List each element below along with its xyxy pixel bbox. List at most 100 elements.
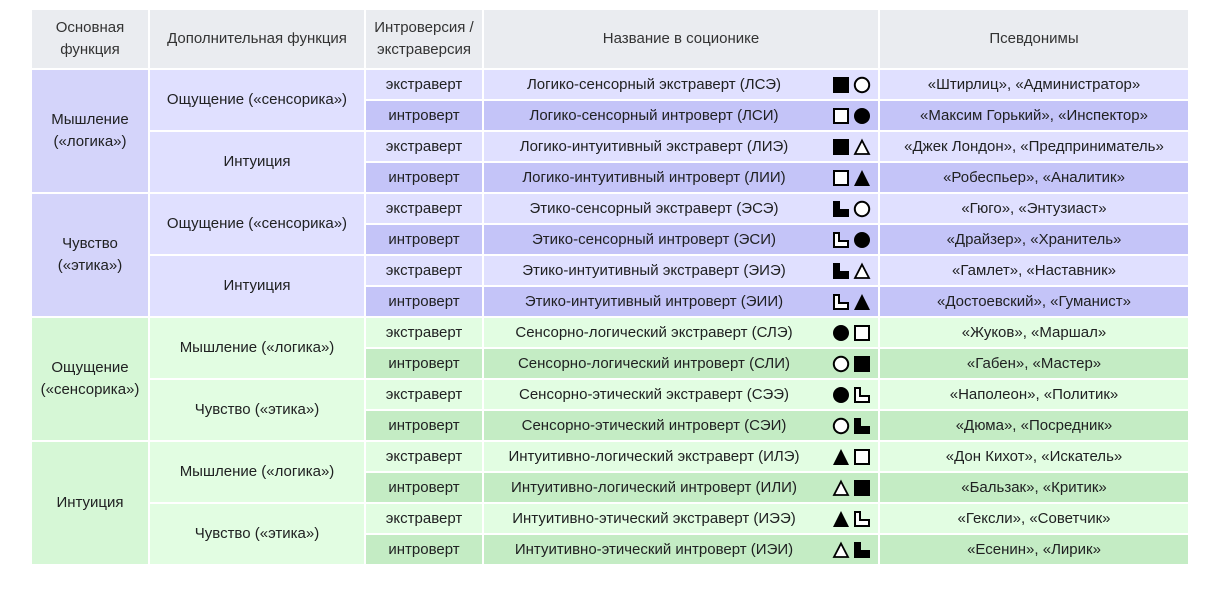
table-row: интроверт Этико-интуитивный интроверт (ЭИ… bbox=[31, 285, 1190, 318]
type-name-cell: Логико-интуитивный интроверт (ЛИИ) bbox=[482, 161, 824, 194]
intuition-black-triangle-icon bbox=[853, 293, 871, 311]
table-row: Интуиция Мышление («логика») экстраверт Инт… bbox=[30, 440, 1190, 566]
orientation-cell: интроверт bbox=[364, 223, 484, 256]
intuition-white-triangle-icon bbox=[832, 479, 850, 497]
type-name-cell: Интуитивно-этический интроверт (ИЭИ) bbox=[482, 533, 824, 566]
type-symbols-cell bbox=[824, 130, 880, 163]
table-header-row: Основная функция Дополнительная функция … bbox=[30, 8, 1190, 70]
type-symbols bbox=[832, 355, 871, 373]
main-function-cell: Интуиция bbox=[30, 440, 150, 566]
aux-function-cell: Мышление («логика») bbox=[148, 316, 366, 380]
header-type-name: Название в соционике bbox=[482, 8, 880, 70]
intuition-white-triangle-icon bbox=[853, 262, 871, 280]
type-symbols-cell bbox=[824, 68, 880, 101]
aux-function-cell: Интуиция bbox=[148, 254, 366, 318]
intuition-white-triangle-icon bbox=[832, 541, 850, 559]
orientation-cell: экстраверт bbox=[364, 440, 484, 473]
aliases-cell: «Робеспьер», «Аналитик» bbox=[878, 161, 1190, 194]
type-symbols bbox=[832, 169, 871, 187]
logic-white-square-icon bbox=[853, 324, 871, 342]
aliases-cell: «Дюма», «Посредник» bbox=[878, 409, 1190, 442]
type-symbols-cell bbox=[824, 192, 880, 225]
aux-function-cell: Интуиция bbox=[148, 130, 366, 194]
orientation-cell: экстраверт bbox=[364, 378, 484, 411]
table-row: Мышление («логика») Ощущение («сенсорика»… bbox=[30, 68, 1190, 194]
type-symbols bbox=[832, 386, 871, 404]
ethics-white-l-icon bbox=[832, 293, 850, 311]
table-row: Интуиция экстраверт Этико-интуитивный экст… bbox=[31, 254, 1190, 318]
table-row: Ощущение («сенсорика») Мышление («логика»… bbox=[30, 316, 1190, 442]
aliases-cell: «Джек Лондон», «Предприниматель» bbox=[878, 130, 1190, 163]
table-row: Чувство («этика») Ощущение («сенсорика») э… bbox=[30, 192, 1190, 318]
aliases-cell: «Габен», «Мастер» bbox=[878, 347, 1190, 380]
header-introversion: Интроверсия / экстраверсия bbox=[364, 8, 484, 70]
header-main-function: Основная функция bbox=[30, 8, 150, 70]
aliases-cell: «Дон Кихот», «Искатель» bbox=[878, 440, 1190, 473]
table-row: интроверт Этико-сенсорный интроверт (ЭСИ)… bbox=[31, 223, 1190, 256]
aliases-cell: «Есенин», «Лирик» bbox=[878, 533, 1190, 566]
type-name-cell: Логико-интуитивный экстраверт (ЛИЭ) bbox=[482, 130, 824, 163]
type-name-cell: Интуитивно-логический интроверт (ИЛИ) bbox=[482, 471, 824, 504]
logic-white-square-icon bbox=[832, 169, 850, 187]
sensory-black-circle-icon bbox=[832, 386, 850, 404]
logic-black-square-icon bbox=[853, 479, 871, 497]
orientation-cell: интроверт bbox=[364, 347, 484, 380]
aliases-cell: «Гексли», «Советчик» bbox=[878, 502, 1190, 535]
orientation-cell: экстраверт bbox=[364, 192, 484, 225]
orientation-cell: интроверт bbox=[364, 99, 484, 132]
table-row: интроверт Логико-сенсорный интроверт (ЛСИ… bbox=[31, 99, 1190, 132]
ethics-black-l-icon bbox=[832, 200, 850, 218]
main-function-cell: Ощущение («сенсорика») bbox=[30, 316, 150, 442]
type-symbols-cell bbox=[824, 285, 880, 318]
ethics-black-l-icon bbox=[832, 262, 850, 280]
type-symbols-cell bbox=[824, 223, 880, 256]
socionics-types-table: Основная функция Дополнительная функция … bbox=[30, 8, 1190, 566]
aliases-cell: «Максим Горький», «Инспектор» bbox=[878, 99, 1190, 132]
type-name-cell: Логико-сенсорный экстраверт (ЛСЭ) bbox=[482, 68, 824, 101]
ethics-white-l-icon bbox=[853, 386, 871, 404]
type-symbols-cell bbox=[824, 378, 880, 411]
aliases-cell: «Жуков», «Маршал» bbox=[878, 316, 1190, 349]
aliases-cell: «Гамлет», «Наставник» bbox=[878, 254, 1190, 287]
sensory-white-circle-icon bbox=[853, 76, 871, 94]
type-symbols-cell bbox=[824, 254, 880, 287]
table-row: интроверт Интуитивно-логический интроверт… bbox=[31, 471, 1190, 504]
sensory-black-circle-icon bbox=[832, 324, 850, 342]
aliases-cell: «Драйзер», «Хранитель» bbox=[878, 223, 1190, 256]
type-symbols-cell bbox=[824, 316, 880, 349]
main-function-cell: Мышление («логика») bbox=[30, 68, 150, 194]
type-symbols bbox=[832, 448, 871, 466]
aux-function-cell: Чувство («этика») bbox=[148, 378, 366, 442]
logic-black-square-icon bbox=[832, 76, 850, 94]
intuition-black-triangle-icon bbox=[853, 169, 871, 187]
type-symbols bbox=[832, 541, 871, 559]
type-symbols-cell bbox=[824, 99, 880, 132]
table-row: интроверт Сенсорно-логический интроверт (… bbox=[31, 347, 1190, 380]
table-row: интроверт Логико-интуитивный интроверт (Л… bbox=[31, 161, 1190, 194]
sensory-black-circle-icon bbox=[853, 107, 871, 125]
table-body: Мышление («логика») Ощущение («сенсорика»… bbox=[30, 68, 1190, 566]
logic-black-square-icon bbox=[832, 138, 850, 156]
intuition-black-triangle-icon bbox=[832, 448, 850, 466]
type-symbols bbox=[832, 293, 871, 311]
type-name-cell: Логико-сенсорный интроверт (ЛСИ) bbox=[482, 99, 824, 132]
intuition-black-triangle-icon bbox=[832, 510, 850, 528]
type-name-cell: Интуитивно-логический экстраверт (ИЛЭ) bbox=[482, 440, 824, 473]
type-symbols bbox=[832, 417, 871, 435]
table-row: Интуиция экстраверт Логико-интуитивный экс… bbox=[31, 130, 1190, 194]
type-name-cell: Этико-сенсорный интроверт (ЭСИ) bbox=[482, 223, 824, 256]
orientation-cell: экстраверт bbox=[364, 68, 484, 101]
aux-function-cell: Мышление («логика») bbox=[148, 440, 366, 504]
aliases-cell: «Бальзак», «Критик» bbox=[878, 471, 1190, 504]
type-name-cell: Сенсорно-этический экстраверт (СЭЭ) bbox=[482, 378, 824, 411]
table-row: интроверт Интуитивно-этический интроверт … bbox=[31, 533, 1190, 566]
type-name-cell: Сенсорно-логический интроверт (СЛИ) bbox=[482, 347, 824, 380]
type-symbols bbox=[832, 262, 871, 280]
sensory-black-circle-icon bbox=[853, 231, 871, 249]
type-name-cell: Сенсорно-логический экстраверт (СЛЭ) bbox=[482, 316, 824, 349]
type-symbols bbox=[832, 200, 871, 218]
table-row: Чувство («этика») экстраверт Интуитивно-эт… bbox=[31, 502, 1190, 566]
sensory-white-circle-icon bbox=[832, 355, 850, 373]
type-symbols-cell bbox=[824, 409, 880, 442]
